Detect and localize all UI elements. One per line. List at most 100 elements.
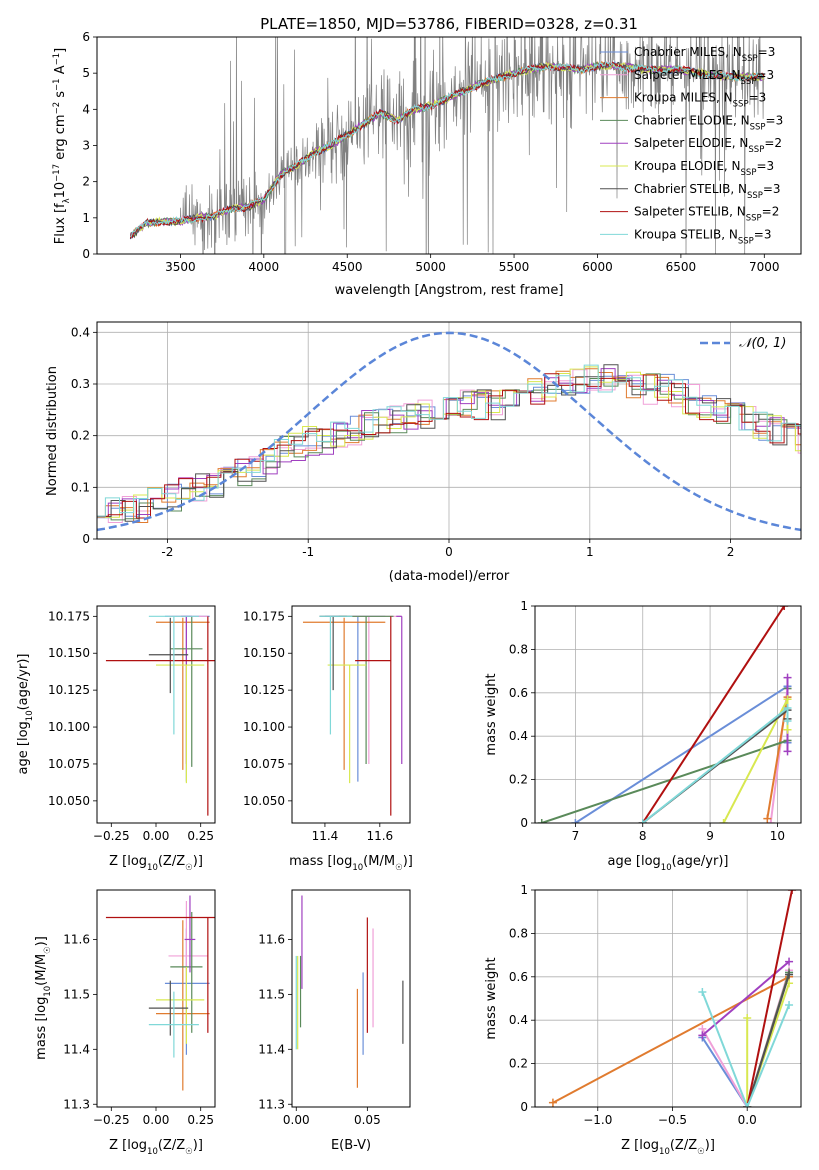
mass-weight-vs-Z-series-group — [548, 890, 797, 1107]
mass-weight-vs-Z-series-line — [701, 991, 790, 1107]
mass-vs-Z-x-tick-label: 0.25 — [187, 1113, 214, 1127]
spectrum-y-axis-label: Flux [fλ10−17 erg cm−2 s−1 A−1] — [52, 48, 72, 244]
age-vs-mass-y-tick-label: 10.125 — [243, 683, 285, 697]
mass-vs-Z-y-tick-label: 11.3 — [63, 1097, 90, 1111]
mass-weight-vs-Z-y-tick-label: 0 — [520, 1100, 528, 1114]
mass-vs-EBV-axes: 0.00 0.05 11.3 11.4 11.5 11.6 — [258, 890, 410, 1127]
mass-weight-vs-Z-point-marker — [785, 970, 794, 979]
spectrum-x-tick-label: 6000 — [582, 260, 613, 274]
age-vs-mass-y-tick-label: 10.075 — [243, 757, 285, 771]
mass-weight-vs-age-point-marker — [537, 819, 546, 823]
mass-weight-vs-Z-point-marker — [785, 957, 794, 966]
mass-weight-vs-Z-point-marker — [548, 1098, 557, 1107]
legend-entry-label: Chabrier ELODIE, NSSP=3 — [634, 113, 783, 132]
mass-weight-vs-age-x-axis-label: age [log10(age/yr)] — [608, 854, 729, 873]
residuals-x-tick-label: -2 — [161, 545, 173, 559]
mass-weight-vs-age-x-tick-label: 8 — [639, 829, 647, 843]
spectrum-series-group — [129, 37, 765, 254]
age-vs-Z-plot-area — [97, 606, 215, 823]
residuals-y-tick-label: 0 — [82, 532, 90, 546]
age-vs-Z-x-tick-label: 0.00 — [143, 829, 170, 843]
mass-weight-vs-Z-frame — [534, 889, 802, 1108]
legend-entry-label: Kroupa ELODIE, NSSP=3 — [634, 159, 774, 178]
mass-weight-vs-Z-y-tick-label: 0.4 — [509, 1013, 528, 1027]
legend-entry-label: Chabrier STELIB, NSSP=3 — [634, 182, 781, 201]
mass-vs-Z-x-tick-label: −0.25 — [93, 1113, 130, 1127]
mass-weight-vs-age-point-marker — [780, 606, 789, 610]
mass-weight-vs-age-point-marker — [719, 819, 728, 823]
mass-vs-EBV-y-tick-label: 11.5 — [258, 987, 285, 1001]
mass-vs-Z-x-tick-label: 0.00 — [143, 1113, 170, 1127]
mass-vs-EBV-frame — [291, 889, 411, 1108]
age-vs-Z-y-tick-label: 10.100 — [48, 720, 90, 734]
mass-vs-EBV-y-tick-label: 11.6 — [258, 932, 285, 946]
spectrum-x-tick-label: 4000 — [249, 260, 280, 274]
spectrum-x-tick-label: 7000 — [749, 260, 780, 274]
age-vs-Z-x-axis-label: Z [log10(Z/Z☉)] — [109, 854, 203, 873]
residuals-hist-kroupa-stelib — [97, 364, 801, 517]
age-vs-mass-y-tick-label: 10.150 — [243, 646, 285, 660]
age-vs-mass-y-tick-label: 10.050 — [243, 794, 285, 808]
mass-weight-vs-Z-point-marker — [743, 1103, 752, 1107]
mass-weight-vs-Z-y-tick-label: 0.2 — [509, 1057, 528, 1071]
spectrum-y-tick-label: 2 — [82, 175, 90, 189]
mass-weight-vs-age-x-tick-label: 9 — [706, 829, 714, 843]
residuals-y-tick-label: 0.1 — [71, 480, 90, 494]
residuals-x-tick-label: 1 — [586, 545, 594, 559]
spectrum-model-kroupa-stelib — [130, 61, 765, 237]
age-vs-mass-series-group — [302, 615, 403, 816]
mass-weight-vs-Z-axes: −1.0 −0.5 0.0 0 0.2 0.4 0.6 0.8 1 — [509, 883, 801, 1127]
spectrum-y-tick-label: 5 — [82, 66, 90, 80]
spectrum-x-tick-label: 4500 — [332, 260, 363, 274]
residuals-axes: -2 -1 0 1 2 0 0.1 0.2 0.3 0.4 — [71, 322, 801, 559]
spectrum-x-tick-label: 5500 — [499, 260, 530, 274]
residuals-x-tick-label: 2 — [727, 545, 735, 559]
age-vs-Z-y-tick-label: 10.150 — [48, 646, 90, 660]
mass-vs-Z-y-tick-label: 11.5 — [63, 987, 90, 1001]
age-vs-Z-y-tick-label: 10.175 — [48, 609, 90, 623]
legend-entry-label: Kroupa STELIB, NSSP=3 — [634, 227, 772, 246]
mass-weight-vs-Z-point-marker — [785, 1001, 794, 1010]
spectrum-y-tick-label: 4 — [82, 102, 90, 116]
spectrum-y-tick-label: 1 — [82, 211, 90, 225]
mass-weight-vs-Z-plot-area — [535, 890, 801, 1107]
mass-weight-vs-Z-y-tick-label: 1 — [520, 883, 528, 897]
age-vs-mass-frame — [291, 605, 411, 824]
mass-weight-vs-Z-y-tick-label: 0.8 — [509, 926, 528, 940]
residuals-legend-label: 𝒩(0, 1) — [739, 336, 786, 351]
residuals-y-tick-label: 0.3 — [71, 377, 90, 391]
legend-entry-label: Salpeter MILES, NSSP=3 — [634, 68, 774, 87]
spectrum-legend: Chabrier MILES, NSSP=3 Salpeter MILES, NS… — [600, 45, 783, 246]
mass-weight-vs-age-x-tick-label: 7 — [572, 829, 580, 843]
age-vs-Z-y-tick-label: 10.050 — [48, 794, 90, 808]
age-vs-Z-y-axis-label: age [log10(age/yr)] — [16, 654, 35, 775]
mass-weight-vs-Z-point-marker — [788, 890, 797, 894]
age-vs-Z-x-tick-label: 0.25 — [187, 829, 214, 843]
mass-weight-vs-age-point-marker — [783, 695, 792, 704]
age-vs-mass-x-tick-label: 11.6 — [366, 829, 393, 843]
mass-vs-EBV-y-tick-label: 11.4 — [258, 1042, 285, 1056]
mass-weight-vs-age-y-tick-label: 0.2 — [509, 773, 528, 787]
residuals-x-tick-label: 0 — [445, 545, 453, 559]
residuals-hist-chabrier-stelib — [97, 364, 801, 522]
residuals-x-tick-label: -1 — [302, 545, 314, 559]
mass-weight-vs-age-y-tick-label: 0.4 — [509, 729, 528, 743]
mass-weight-vs-age-point-marker — [783, 673, 792, 682]
spectrum-x-tick-label: 6500 — [666, 260, 697, 274]
mass-vs-EBV-x-tick-label: 0.00 — [283, 1113, 310, 1127]
mass-weight-vs-age-y-axis-label: mass weight — [484, 673, 499, 755]
mass-weight-vs-Z-series-line — [746, 974, 790, 1107]
mass-weight-vs-Z-point-marker — [743, 1014, 752, 1023]
age-vs-mass-y-tick-label: 10.175 — [243, 609, 285, 623]
legend-entry-label: Kroupa MILES, NSSP=3 — [634, 91, 766, 110]
mass-vs-Z-frame — [96, 889, 216, 1108]
mass-weight-vs-Z-series-line — [746, 890, 793, 1107]
mass-weight-vs-age-x-tick-label: 10 — [770, 829, 785, 843]
legend-entry-label: Salpeter ELODIE, NSSP=2 — [634, 136, 782, 155]
mass-weight-vs-Z-point-marker — [698, 1031, 707, 1040]
mass-weight-vs-age-y-tick-label: 0 — [520, 816, 528, 830]
residuals-hist-salpeter-stelib — [97, 373, 801, 519]
mass-vs-EBV-x-axis-label: E(B-V) — [331, 1138, 371, 1153]
mass-weight-vs-Z-x-axis-label: Z [log10(Z/Z☉)] — [621, 1138, 715, 1157]
